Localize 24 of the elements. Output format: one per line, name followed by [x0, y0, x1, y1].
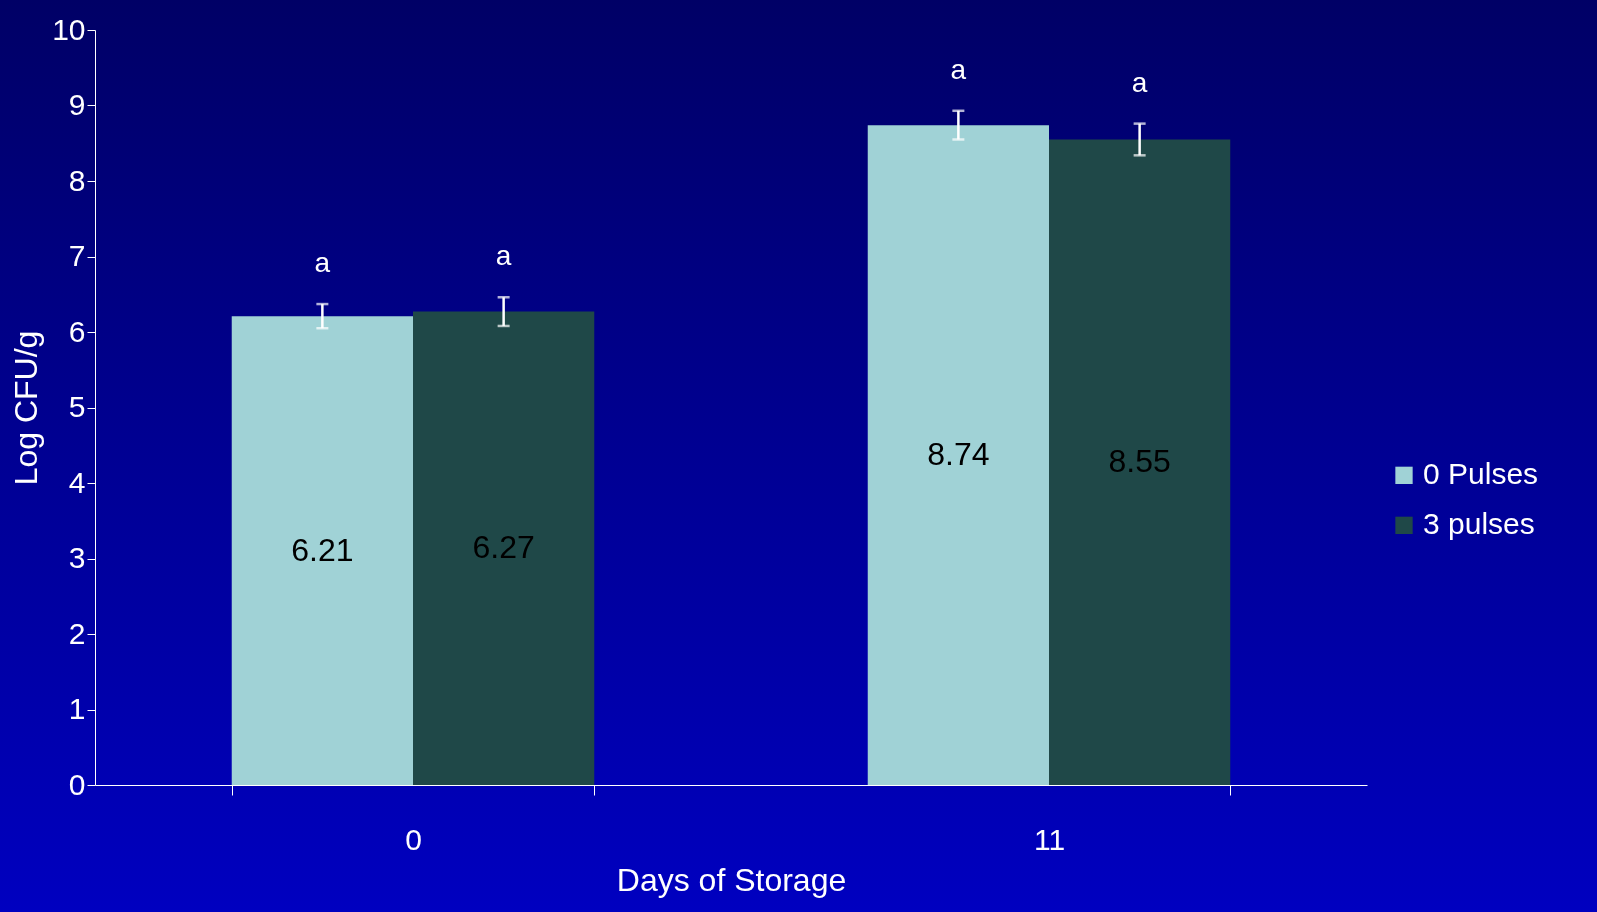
y-tick-label: 0	[68, 767, 86, 801]
legend-label: 0 Pulses	[1423, 457, 1539, 491]
annotation: a	[314, 247, 331, 279]
data-label: 6.21	[291, 531, 354, 568]
y-tick-label: 7	[68, 239, 86, 272]
data-label: 8.55	[1108, 443, 1171, 480]
legend-label: 3 pulses	[1423, 507, 1535, 541]
x-axis-title: Days of Storage	[616, 861, 847, 898]
annotation: a	[950, 53, 967, 85]
annotation: a	[495, 240, 512, 272]
annotation: a	[1131, 66, 1148, 98]
y-tick-label: 5	[68, 390, 86, 423]
y-tick-label: 6	[68, 314, 86, 348]
y-tick-label: 8	[68, 163, 86, 197]
y-tick-label: 4	[68, 465, 86, 499]
y-tick-label: 2	[68, 616, 86, 650]
y-tick-label: 9	[68, 88, 86, 121]
y-tick-label: 1	[68, 692, 86, 725]
y-tick-label: 3	[68, 541, 86, 574]
y-tick-label: 10	[52, 12, 86, 46]
data-label: 6.27	[472, 529, 535, 566]
y-axis-title: Log CFU/g	[8, 330, 45, 486]
data-label: 8.74	[927, 436, 990, 473]
x-tick-label: 11	[1033, 822, 1066, 856]
